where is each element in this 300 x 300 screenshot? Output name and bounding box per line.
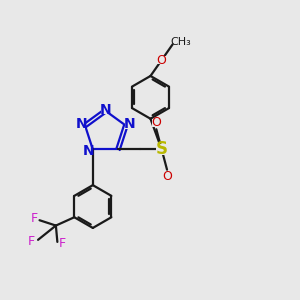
Text: O: O <box>162 170 172 183</box>
FancyBboxPatch shape <box>163 172 171 180</box>
FancyBboxPatch shape <box>152 118 160 127</box>
Text: F: F <box>31 212 38 225</box>
Text: O: O <box>157 54 166 67</box>
FancyBboxPatch shape <box>85 146 93 155</box>
Text: F: F <box>59 238 66 250</box>
Text: CH₃: CH₃ <box>171 37 191 47</box>
Text: N: N <box>100 103 111 117</box>
FancyBboxPatch shape <box>125 120 134 128</box>
Text: N: N <box>124 117 135 131</box>
FancyBboxPatch shape <box>156 144 167 155</box>
Text: N: N <box>75 117 87 131</box>
Text: F: F <box>28 236 35 248</box>
Text: S: S <box>156 140 168 158</box>
FancyBboxPatch shape <box>77 120 86 128</box>
Text: O: O <box>152 116 161 129</box>
FancyBboxPatch shape <box>158 56 166 64</box>
Text: N: N <box>83 144 95 158</box>
FancyBboxPatch shape <box>101 105 110 114</box>
